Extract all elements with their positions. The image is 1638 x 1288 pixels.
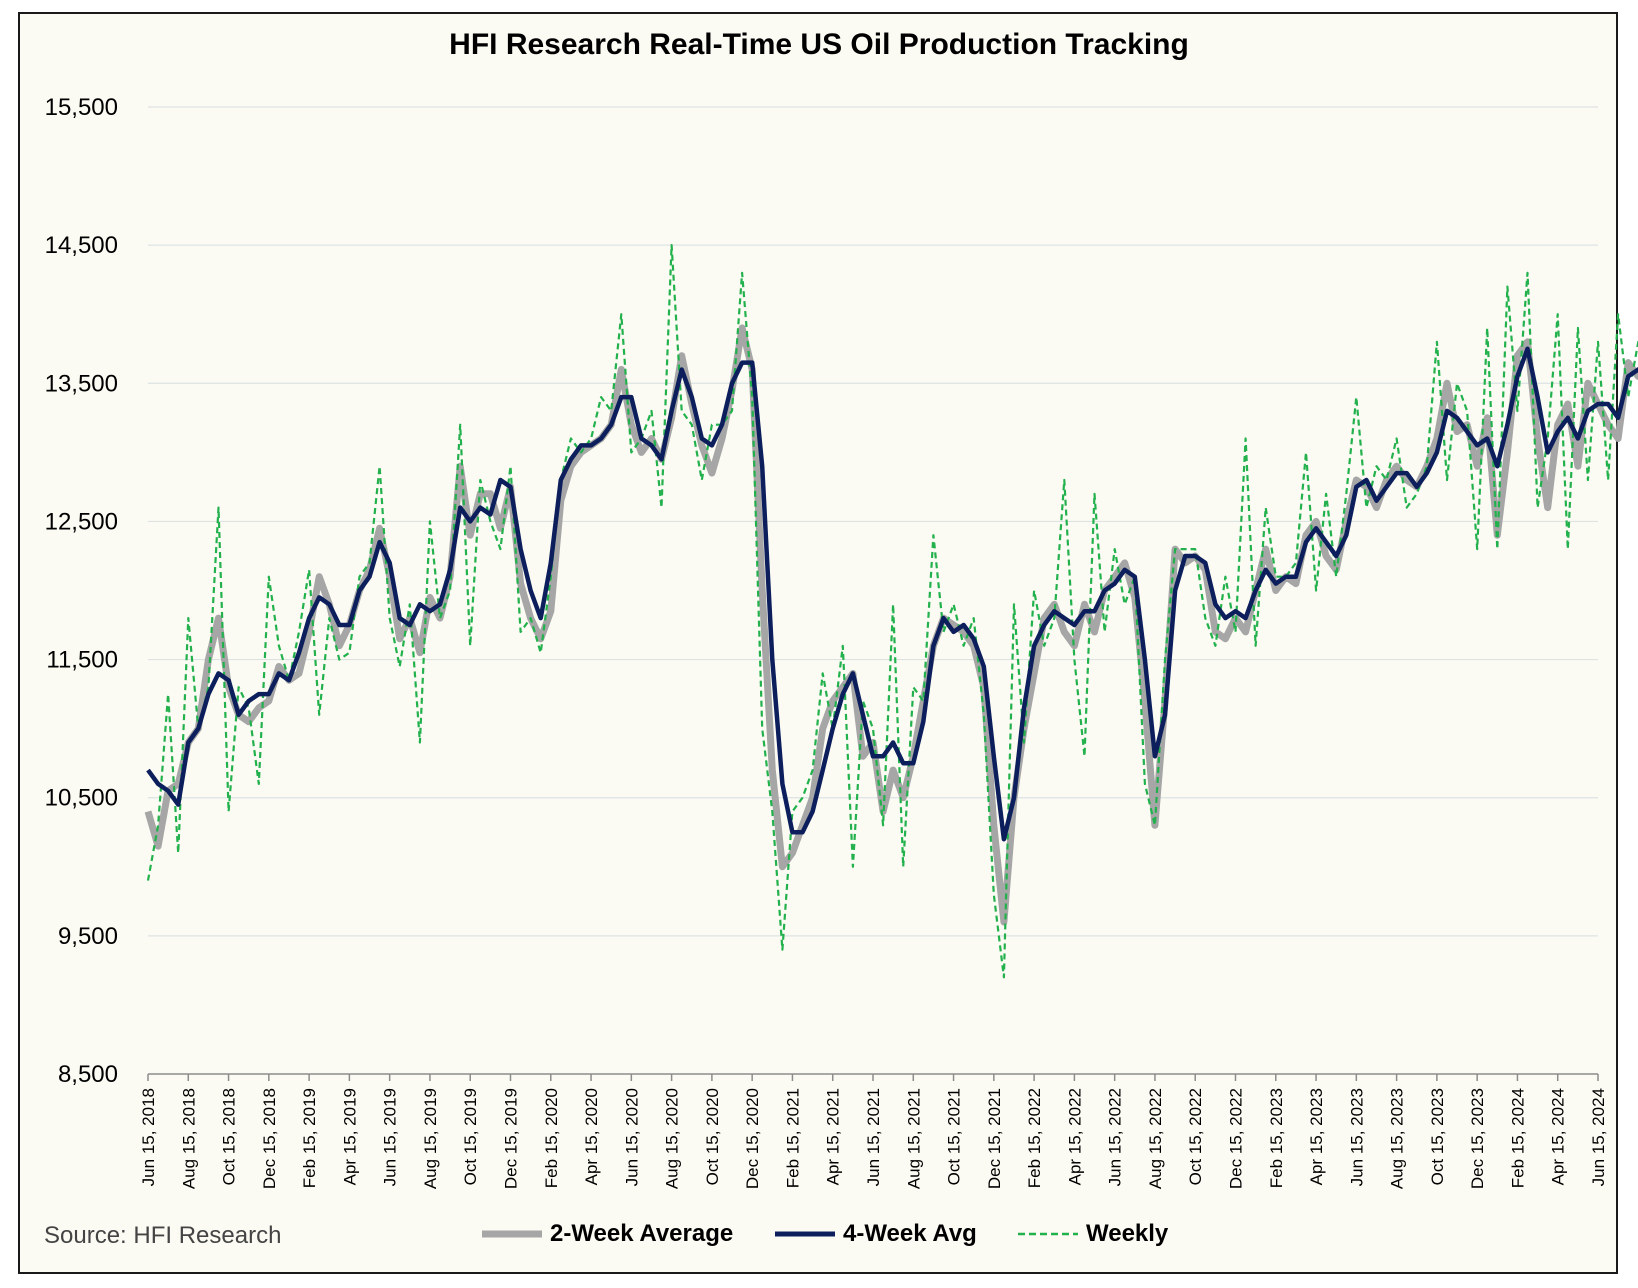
y-tick-label: 11,500 <box>46 647 118 674</box>
y-tick-label: 9,500 <box>58 923 118 950</box>
legend-4week: 4-Week Avg <box>775 1220 977 1248</box>
x-tick-label: Jun 15, 2018 <box>139 1088 158 1186</box>
x-tick-label: Jun 15, 2022 <box>1106 1088 1125 1186</box>
legend-2week: 2-Week Average <box>482 1220 733 1248</box>
x-tick-label: Feb 15, 2023 <box>1267 1088 1286 1188</box>
legend-2week-label: 2-Week Average <box>550 1220 734 1247</box>
series-line-4-week-avg <box>146 346 1638 842</box>
x-tick-label: Apr 15, 2023 <box>1307 1088 1326 1185</box>
y-tick-label: 13,500 <box>45 370 118 397</box>
y-axis: 8,500 9,500 10,500 11,500 12,500 13,500 14,500… <box>45 94 118 1088</box>
source-note: Source: HFI Research <box>44 1222 282 1249</box>
series-group <box>144 244 1638 979</box>
x-tick-label: Dec 15, 2022 <box>1227 1088 1246 1189</box>
x-tick-label: Aug 15, 2021 <box>904 1088 923 1189</box>
legend-4week-swatch <box>775 1231 835 1237</box>
x-tick-label: Apr 15, 2021 <box>824 1088 843 1185</box>
x-tick-label: Aug 15, 2019 <box>421 1088 440 1189</box>
chart-frame <box>18 12 1618 1274</box>
y-tick-label: 15,500 <box>45 94 118 121</box>
x-tick-label: Feb 15, 2022 <box>1025 1088 1044 1188</box>
legend-weekly: Weekly <box>1018 1220 1168 1248</box>
x-tick-label: Aug 15, 2018 <box>179 1088 198 1189</box>
chart-title: HFI Research Real-Time US Oil Production… <box>449 28 1189 61</box>
legend-weekly-swatch <box>1018 1232 1078 1236</box>
gridlines <box>148 106 1598 937</box>
legend-2week-swatch <box>482 1230 542 1238</box>
x-axis: Jun 15, 2018 Aug 15, 2018 Oct 15, 2018 Dec … <box>139 1073 1608 1189</box>
series-line-weekly <box>146 244 1638 979</box>
y-tick-label: 10,500 <box>45 785 118 812</box>
y-tick-label: 12,500 <box>45 508 118 535</box>
legend-4week-label: 4-Week Avg <box>843 1220 977 1247</box>
y-tick-label: 8,500 <box>58 1061 118 1088</box>
series-line-2-week-average <box>144 324 1638 926</box>
x-tick-label: Oct 15, 2022 <box>1186 1088 1205 1185</box>
x-tick-label: Dec 15, 2021 <box>985 1088 1004 1189</box>
x-tick-label: Apr 15, 2020 <box>582 1088 601 1185</box>
x-tick-label: Aug 15, 2020 <box>663 1088 682 1189</box>
legend-weekly-label: Weekly <box>1086 1220 1169 1247</box>
x-tick-label: Oct 15, 2023 <box>1428 1088 1447 1185</box>
x-tick-label: Dec 15, 2020 <box>743 1088 762 1189</box>
x-tick-label: Jun 15, 2019 <box>381 1088 400 1186</box>
x-tick-label: Feb 15, 2019 <box>300 1088 319 1188</box>
x-tick-label: Dec 15, 2019 <box>502 1088 521 1189</box>
x-tick-label: Aug 15, 2023 <box>1388 1088 1407 1189</box>
x-tick-label: Jun 15, 2020 <box>622 1088 641 1186</box>
x-tick-label: Feb 15, 2024 <box>1508 1088 1527 1188</box>
x-tick-label: Jun 15, 2021 <box>864 1088 883 1186</box>
x-tick-label: Aug 15, 2022 <box>1146 1088 1165 1189</box>
x-tick-label: Oct 15, 2018 <box>220 1088 239 1185</box>
x-tick-label: Dec 15, 2018 <box>260 1088 279 1189</box>
x-tick-label: Feb 15, 2020 <box>542 1088 561 1188</box>
x-tick-label: Dec 15, 2023 <box>1468 1088 1487 1189</box>
x-tick-label: Apr 15, 2019 <box>340 1088 359 1185</box>
x-tick-label: Apr 15, 2024 <box>1549 1088 1568 1185</box>
x-tick-label: Oct 15, 2021 <box>945 1088 964 1185</box>
y-tick-label: 14,500 <box>45 232 118 259</box>
x-tick-label: Apr 15, 2022 <box>1065 1088 1084 1185</box>
x-tick-label: Feb 15, 2021 <box>783 1088 802 1188</box>
x-tick-label: Jun 15, 2023 <box>1347 1088 1366 1186</box>
x-tick-label: Jun 15, 2024 <box>1589 1088 1608 1186</box>
x-tick-label: Oct 15, 2020 <box>703 1088 722 1185</box>
x-tick-label: Oct 15, 2019 <box>461 1088 480 1185</box>
